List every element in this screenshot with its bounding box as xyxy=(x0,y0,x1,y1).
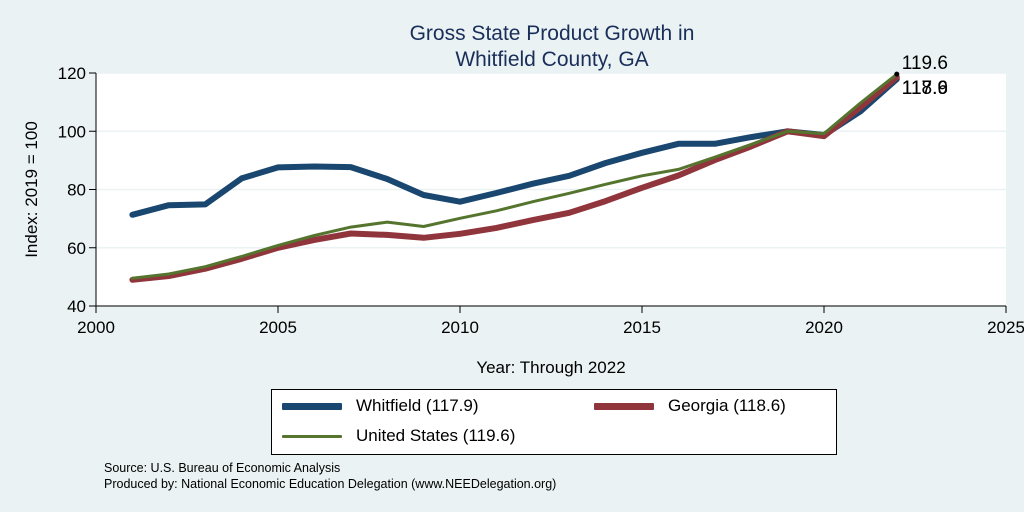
series-line-whitfield xyxy=(129,76,900,218)
x-tick-label: 2005 xyxy=(259,318,297,337)
legend-swatch-united-states xyxy=(282,434,342,438)
x-tick-label: 2010 xyxy=(441,318,479,337)
series-line-united-states xyxy=(130,72,899,280)
source-notes: Source: U.S. Bureau of Economic Analysis… xyxy=(104,460,556,492)
end-point-marker xyxy=(894,71,900,77)
x-tick-label: 2025 xyxy=(987,318,1024,337)
x-tick-label: 2015 xyxy=(623,318,661,337)
y-tick-label: 80 xyxy=(67,181,86,200)
legend-label-united-states: United States (119.6) xyxy=(356,426,516,445)
y-axis-title: Index: 2019 = 100 xyxy=(22,121,41,258)
source-note: Source: U.S. Bureau of Economic Analysis xyxy=(104,461,341,475)
legend-item-georgia: Georgia (118.6) xyxy=(594,396,786,416)
y-tick-label: 40 xyxy=(67,297,86,316)
y-tick-label: 100 xyxy=(58,122,86,141)
x-tick-label: 2020 xyxy=(805,318,843,337)
axis-layer: 40 60 80 100 120 2000 2005 2010 2015 2020 2025 xyxy=(58,64,1024,337)
x-tick-label: 2000 xyxy=(77,318,115,337)
legend-swatch-georgia xyxy=(594,402,654,410)
end-label-united-states: 119.6 xyxy=(902,53,948,74)
end-label-georgia: 118.6 xyxy=(902,78,948,99)
legend-label-georgia: Georgia (118.6) xyxy=(668,396,786,415)
legend-label-whitfield: Whitfield (117.9) xyxy=(356,396,479,415)
legend: Whitfield (117.9) Georgia (118.6) United… xyxy=(271,389,837,455)
legend-item-whitfield: Whitfield (117.9) xyxy=(282,396,479,416)
legend-swatch-whitfield xyxy=(282,402,342,410)
y-tick-label: 60 xyxy=(67,239,86,258)
chart-title-line-2: Whitfield County, GA xyxy=(455,48,648,71)
chart-svg: Gross State Product Growth in Whitfield … xyxy=(22,22,1024,377)
series-layer xyxy=(129,72,900,283)
chart-title-line-1: Gross State Product Growth in xyxy=(410,22,695,45)
legend-item-united-states: United States (119.6) xyxy=(282,426,515,446)
produced-by-note: Produced by: National Economic Education… xyxy=(104,477,557,491)
end-label-whitfield: 117.9 xyxy=(902,78,948,99)
x-axis-title: Year: Through 2022 xyxy=(476,358,625,377)
y-tick-label: 120 xyxy=(58,64,86,83)
